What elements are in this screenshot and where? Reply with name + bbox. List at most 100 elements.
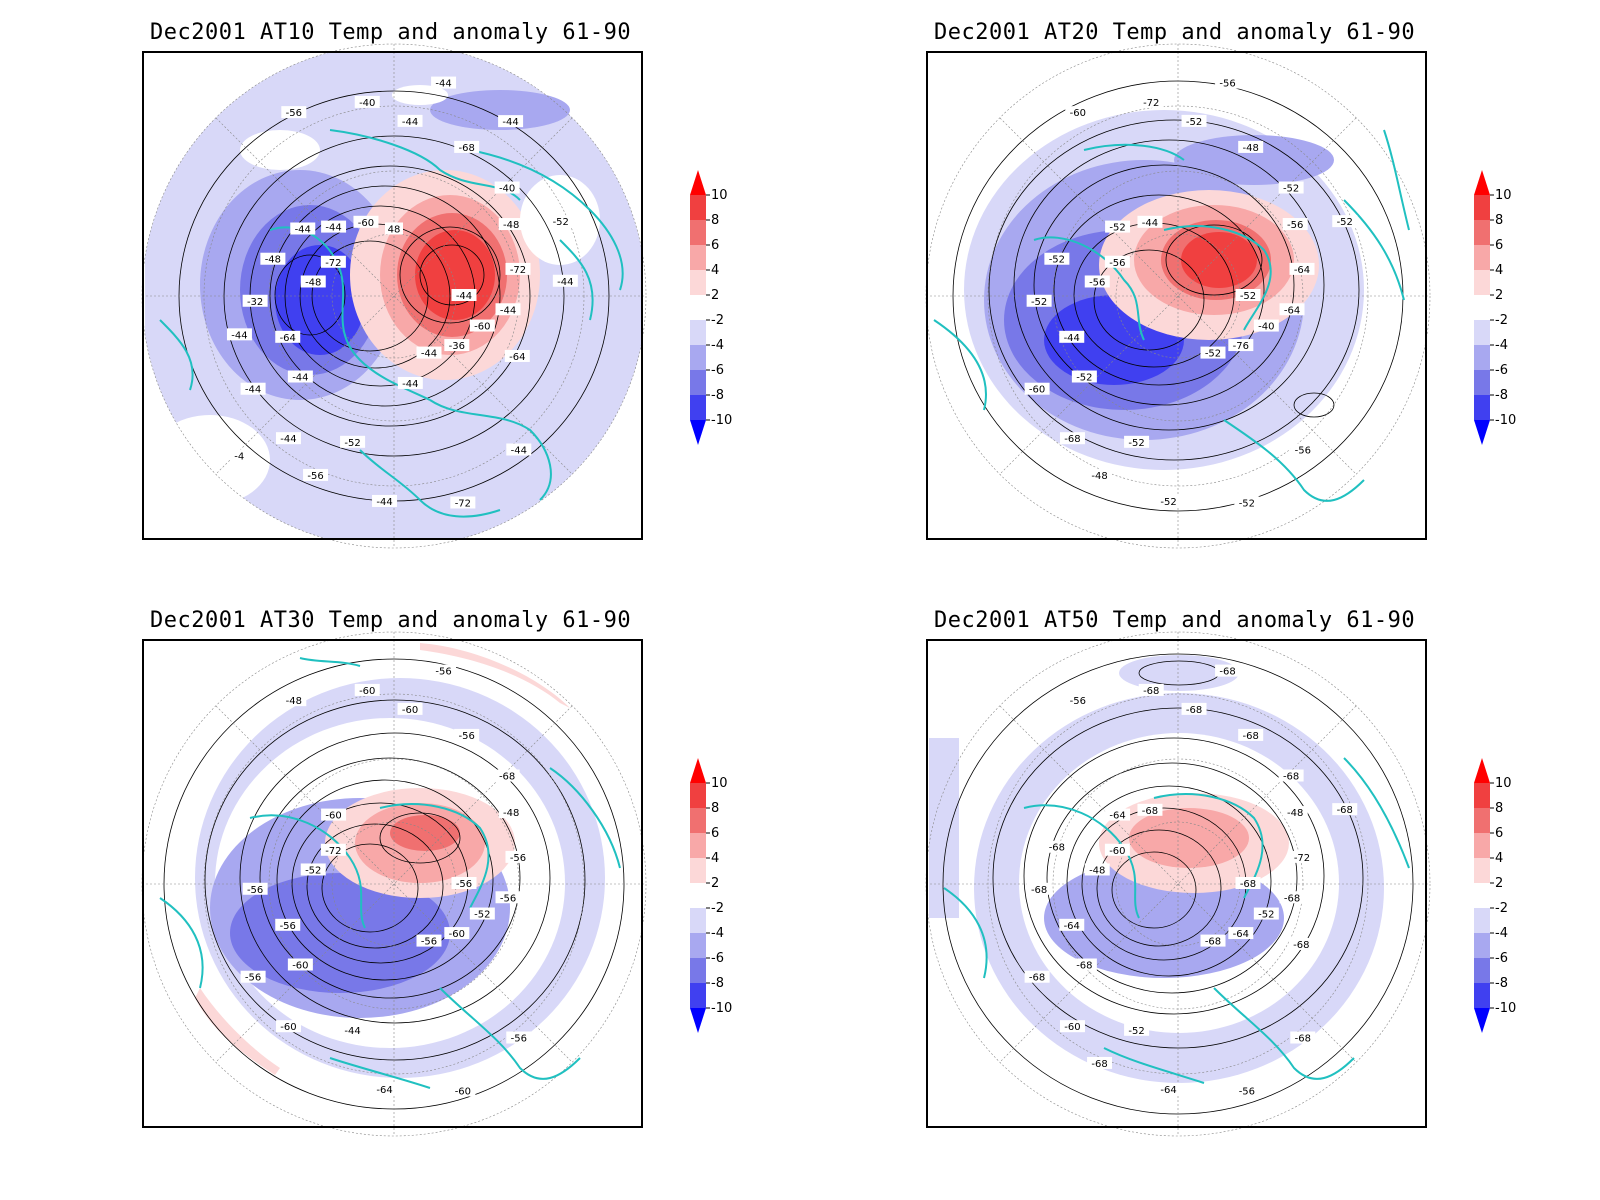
colorbar-tick-label: 10 xyxy=(711,776,728,791)
contour-label: -68 xyxy=(1283,772,1299,783)
contour-label: -60 xyxy=(474,322,490,333)
contour-label: -44 xyxy=(292,373,308,384)
contour-label-bg xyxy=(505,262,531,275)
lat-lon-grid xyxy=(925,631,1431,1137)
contour-label-bg xyxy=(444,927,470,940)
colorbar-tick-label: -4 xyxy=(1495,926,1508,941)
colorbar-tick-label: -10 xyxy=(1495,413,1516,428)
contour-label-bg xyxy=(450,496,476,509)
contour-label-bg xyxy=(281,106,307,119)
contour-label-bg xyxy=(1234,496,1260,509)
colorbar-swatch xyxy=(1474,320,1490,345)
contour-label-bg xyxy=(1087,468,1113,481)
contour-label: -68 xyxy=(1205,937,1221,948)
contour-label: -52 xyxy=(1128,1026,1144,1037)
contour-label: -52 xyxy=(1031,297,1047,308)
contour-label-bg xyxy=(287,370,313,383)
contour-label-bg xyxy=(1026,294,1052,307)
contour-label-bg xyxy=(494,769,520,782)
contour-label-bg xyxy=(242,294,268,307)
colorbar-tick-label: 2 xyxy=(1495,288,1503,303)
colorbar-bottom-arrow xyxy=(690,1008,706,1033)
contour-label: -48 xyxy=(1243,143,1259,154)
contour-label-bg xyxy=(1044,840,1070,853)
panel-at10: Dec2001 AT10 Temp and anomaly 61-90 xyxy=(0,0,800,600)
map-frame xyxy=(926,639,1427,1128)
colorbar-swatch xyxy=(690,395,706,420)
contour-label: -72 xyxy=(510,265,526,276)
contour-label: -68 xyxy=(1293,940,1309,951)
colorbar-swatch xyxy=(1474,195,1490,220)
contour-label: -60 xyxy=(1064,1022,1080,1033)
contour-label: -56 xyxy=(1287,220,1303,231)
colorbar-tick-label: 2 xyxy=(1495,876,1503,891)
contour-label-bg xyxy=(1124,435,1150,448)
contour-label: -56 xyxy=(245,973,261,984)
contour-label-bg xyxy=(1228,927,1254,940)
colorbar-tick-label: 10 xyxy=(1495,188,1512,203)
contour-label-bg xyxy=(372,1082,398,1095)
contour-label-bg xyxy=(1228,339,1254,352)
contour-label-bg xyxy=(1084,275,1110,288)
colorbar-swatch xyxy=(690,808,706,833)
contour-label: -52 xyxy=(1205,349,1221,360)
contour-label: -44 xyxy=(344,1026,360,1037)
contour-label: -40 xyxy=(499,184,515,195)
contour-label-bg xyxy=(320,255,346,268)
contour-label-bg xyxy=(1137,803,1163,816)
colorbar-tick-label: -2 xyxy=(711,901,724,916)
colorbar-tick-label: -10 xyxy=(711,413,732,428)
contour-label-bg xyxy=(1282,806,1308,819)
contour-label-bg xyxy=(1104,843,1130,856)
contour-label-bg xyxy=(1087,1056,1113,1069)
colorbar-tick-label: -8 xyxy=(711,976,724,991)
contour-label-bg xyxy=(397,114,423,127)
contour-label-bg xyxy=(1104,255,1130,268)
colorbar-tick-label: 8 xyxy=(1495,801,1503,816)
colorbar-swatch xyxy=(1474,270,1490,295)
contour-label: -56 xyxy=(459,731,475,742)
contour-label-bg xyxy=(1059,330,1085,343)
contour-label-bg xyxy=(300,863,326,876)
contour-label-bg xyxy=(275,432,301,445)
colorbar-tick-label: -10 xyxy=(1495,1001,1516,1016)
contour-label: -56 xyxy=(1070,696,1086,707)
colorbar-top-arrow xyxy=(690,758,706,783)
contour-label: -56 xyxy=(510,853,526,864)
panel-title: Dec2001 AT30 Temp and anomaly 61-90 xyxy=(150,608,632,633)
contour-label-bg xyxy=(340,435,366,448)
contour-label-bg xyxy=(1215,664,1241,677)
colorbar-top-arrow xyxy=(1474,170,1490,195)
contour-label: -40 xyxy=(359,98,375,109)
contour-label-bg xyxy=(1065,694,1091,707)
contour-label-bg xyxy=(451,877,477,889)
contour-label-bg xyxy=(1059,1020,1085,1033)
map-frame xyxy=(142,51,643,540)
contour-label: -44 xyxy=(435,79,451,90)
contour-label: -64 xyxy=(1233,929,1249,940)
contour-label: -68 xyxy=(1295,1034,1311,1045)
contour-label-bg xyxy=(1065,106,1091,119)
contour-label: -52 xyxy=(1128,438,1144,449)
contour-label: -52 xyxy=(305,865,321,876)
contour-label: -48 xyxy=(503,808,519,819)
colorbar-swatch xyxy=(690,858,706,883)
colorbar-swatch xyxy=(1474,883,1490,908)
contour-label-bg xyxy=(1278,769,1304,782)
contour-label: -64 xyxy=(1160,1085,1176,1096)
polar-map: -68-68-68-68-48-48-52-56-52-64-68-56-60-… xyxy=(925,631,1516,1137)
colorbar-tick-label: 6 xyxy=(1495,826,1503,841)
contour-label-bg xyxy=(1238,140,1264,153)
colorbar-swatch xyxy=(1474,395,1490,420)
colorbar-swatch xyxy=(690,908,706,933)
contour-label: -68 xyxy=(1337,805,1353,816)
contour-label-bg xyxy=(354,683,380,696)
colorbar-tick-label: -2 xyxy=(711,313,724,328)
colorbar-swatch xyxy=(1474,908,1490,933)
contour-label-bg xyxy=(1024,382,1050,395)
panel-at30: Dec2001 AT30 Temp and anomaly 61-90 xyxy=(0,588,800,1200)
contour-label: -44 xyxy=(456,291,472,302)
contour-label: -56 xyxy=(1109,258,1125,269)
colorbar-swatch xyxy=(690,783,706,808)
contour-label-bg xyxy=(1289,850,1315,863)
